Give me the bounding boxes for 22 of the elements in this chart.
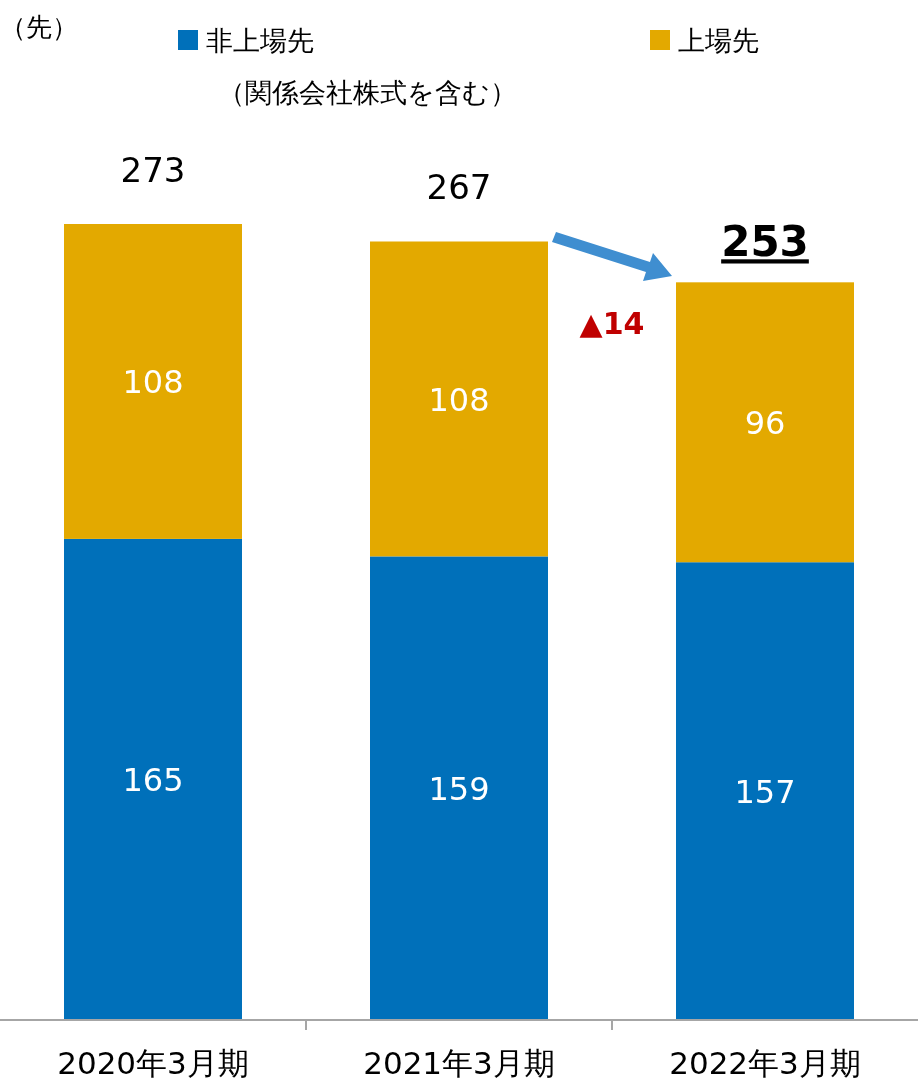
x-tick-label: 2020年3月期 bbox=[57, 1045, 249, 1080]
total-label: 253 bbox=[721, 217, 809, 267]
legend-label: 非上場先（関係会社株式を含む） bbox=[206, 25, 517, 108]
bar bbox=[676, 282, 854, 563]
bar bbox=[64, 538, 242, 1020]
bar bbox=[370, 556, 548, 1020]
data-label: 157 bbox=[734, 773, 796, 812]
bar bbox=[64, 224, 242, 539]
text: （先） bbox=[0, 12, 78, 42]
x-tick-label: 2021年3月期 bbox=[363, 1045, 555, 1080]
total-label: 273 bbox=[120, 150, 186, 190]
bar bbox=[676, 562, 854, 1020]
data-label: 159 bbox=[428, 770, 490, 809]
bar bbox=[370, 241, 548, 557]
data-label: 96 bbox=[744, 404, 786, 443]
annotation: ▲14 bbox=[579, 306, 645, 341]
data-label: 108 bbox=[428, 380, 490, 419]
data-label: 165 bbox=[122, 761, 184, 800]
data-label: 108 bbox=[122, 363, 184, 402]
total-label: 267 bbox=[426, 167, 492, 208]
legend-label: 上場先 bbox=[678, 25, 759, 56]
x-tick-label: 2022年3月期 bbox=[669, 1045, 861, 1080]
